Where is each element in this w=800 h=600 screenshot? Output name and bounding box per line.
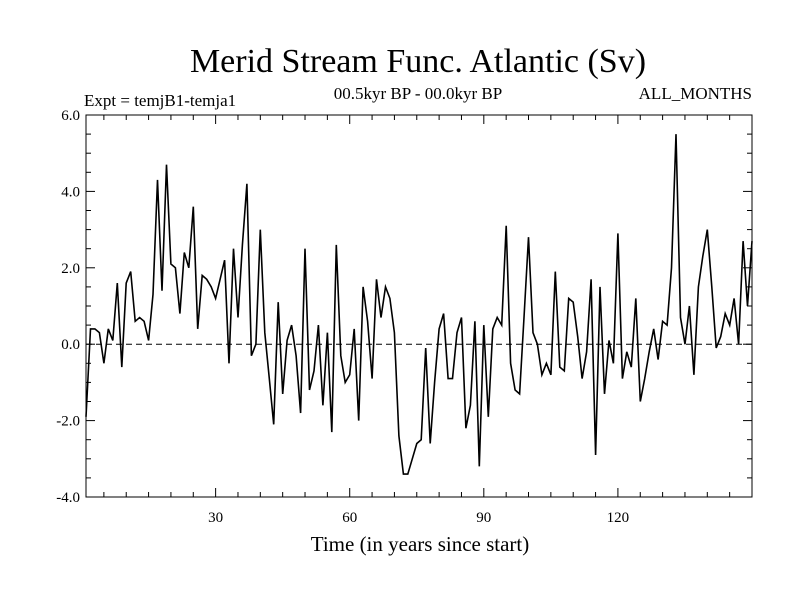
x-tick-label: 30 xyxy=(208,510,223,526)
y-tick-label: -4.0 xyxy=(56,490,80,506)
y-tick-label: 4.0 xyxy=(61,184,80,200)
y-tick-label: 6.0 xyxy=(61,108,80,124)
y-tick-label: 2.0 xyxy=(61,261,80,277)
chart-title: Merid Stream Func. Atlantic (Sv) xyxy=(190,43,646,80)
experiment-label: Expt = temjB1-temja1 xyxy=(84,91,236,110)
y-tick-label: 0.0 xyxy=(61,337,80,353)
x-axis-label: Time (in years since start) xyxy=(311,532,530,556)
months-label: ALL_MONTHS xyxy=(639,84,752,103)
x-tick-label: 120 xyxy=(607,510,630,526)
y-tick-label: -2.0 xyxy=(56,414,80,430)
series-line-0 xyxy=(85,134,753,475)
period-label: 00.5kyr BP - 00.0kyr BP xyxy=(334,84,502,103)
plot-frame xyxy=(85,114,753,498)
x-tick-label: 90 xyxy=(476,510,491,526)
x-tick-label: 60 xyxy=(342,510,357,526)
